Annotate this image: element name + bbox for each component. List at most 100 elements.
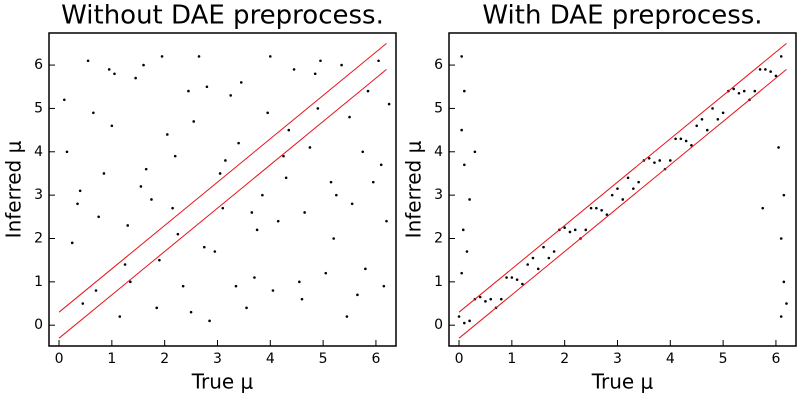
point xyxy=(584,228,588,232)
point xyxy=(632,187,635,190)
point xyxy=(324,271,328,275)
point xyxy=(142,63,145,67)
point xyxy=(356,293,359,297)
point xyxy=(377,59,380,63)
point xyxy=(489,297,493,301)
point xyxy=(298,280,301,284)
point xyxy=(81,302,85,305)
point xyxy=(647,156,651,160)
y-tick-label: 4 xyxy=(34,144,43,160)
point xyxy=(700,117,704,121)
x-tick-label: 5 xyxy=(319,351,328,367)
point xyxy=(563,226,566,229)
point xyxy=(468,198,471,201)
point xyxy=(774,74,778,78)
point xyxy=(134,76,137,80)
y-axis-label: Inferred μ xyxy=(402,140,426,238)
point xyxy=(515,278,519,281)
point xyxy=(600,209,603,212)
point xyxy=(181,284,185,288)
point xyxy=(589,206,593,210)
point xyxy=(463,321,466,325)
x-tick-label: 6 xyxy=(771,351,780,367)
point xyxy=(234,284,238,288)
point xyxy=(332,237,335,240)
point xyxy=(292,68,296,71)
point xyxy=(144,167,148,171)
point xyxy=(753,89,757,93)
point xyxy=(460,128,463,132)
point xyxy=(123,263,127,266)
point xyxy=(457,315,461,318)
point xyxy=(382,284,386,288)
point xyxy=(610,193,614,197)
point xyxy=(366,89,370,93)
y-tick-label: 1 xyxy=(434,274,443,290)
point xyxy=(473,150,477,154)
point xyxy=(521,282,524,286)
point xyxy=(189,310,193,314)
x-tick-label: 1 xyxy=(507,351,516,367)
point xyxy=(616,187,619,190)
point xyxy=(379,163,383,167)
point xyxy=(173,154,177,158)
point xyxy=(261,193,264,197)
point xyxy=(160,55,164,58)
point xyxy=(221,206,225,210)
reference-line xyxy=(58,43,387,313)
point xyxy=(695,124,699,128)
point xyxy=(371,180,375,184)
point xyxy=(300,297,304,301)
point xyxy=(605,213,609,216)
x-tick-label: 6 xyxy=(371,351,380,367)
point xyxy=(171,206,174,210)
point xyxy=(777,146,780,149)
point xyxy=(361,150,365,154)
point xyxy=(684,139,688,143)
x-tick-label: 3 xyxy=(213,351,222,367)
point xyxy=(465,250,469,253)
point xyxy=(621,198,625,201)
point xyxy=(764,68,767,71)
point xyxy=(345,315,349,318)
point xyxy=(303,211,306,214)
point xyxy=(573,228,577,232)
point xyxy=(463,89,466,93)
y-tick-label: 2 xyxy=(34,230,43,246)
point xyxy=(218,172,222,175)
point xyxy=(674,137,677,141)
x-tick-label: 2 xyxy=(160,351,169,367)
point xyxy=(478,295,482,299)
point xyxy=(287,128,291,132)
point xyxy=(224,159,227,162)
reference-line xyxy=(458,43,787,313)
point xyxy=(463,163,466,167)
point xyxy=(63,98,66,102)
x-axis-label: True μ xyxy=(191,370,254,394)
chart-title: Without DAE preprocess. xyxy=(61,1,384,31)
point xyxy=(461,228,465,232)
point xyxy=(484,300,487,303)
plot-area xyxy=(58,43,391,339)
y-tick-label: 3 xyxy=(34,187,43,203)
y-tick-label: 1 xyxy=(34,274,43,290)
point xyxy=(637,180,640,184)
point xyxy=(208,319,211,323)
point xyxy=(237,141,240,145)
x-tick-label: 2 xyxy=(560,351,569,367)
point xyxy=(139,185,143,188)
point xyxy=(468,319,471,323)
x-tick-label: 4 xyxy=(266,351,275,367)
point xyxy=(335,193,338,197)
x-tick-label: 5 xyxy=(719,351,728,367)
x-tick-label: 4 xyxy=(666,351,675,367)
reference-line xyxy=(458,69,787,339)
y-tick-label: 5 xyxy=(34,100,43,116)
point xyxy=(102,172,106,175)
point xyxy=(658,159,662,162)
point xyxy=(782,193,786,197)
point xyxy=(78,189,82,193)
point xyxy=(329,180,333,184)
point xyxy=(176,232,180,236)
